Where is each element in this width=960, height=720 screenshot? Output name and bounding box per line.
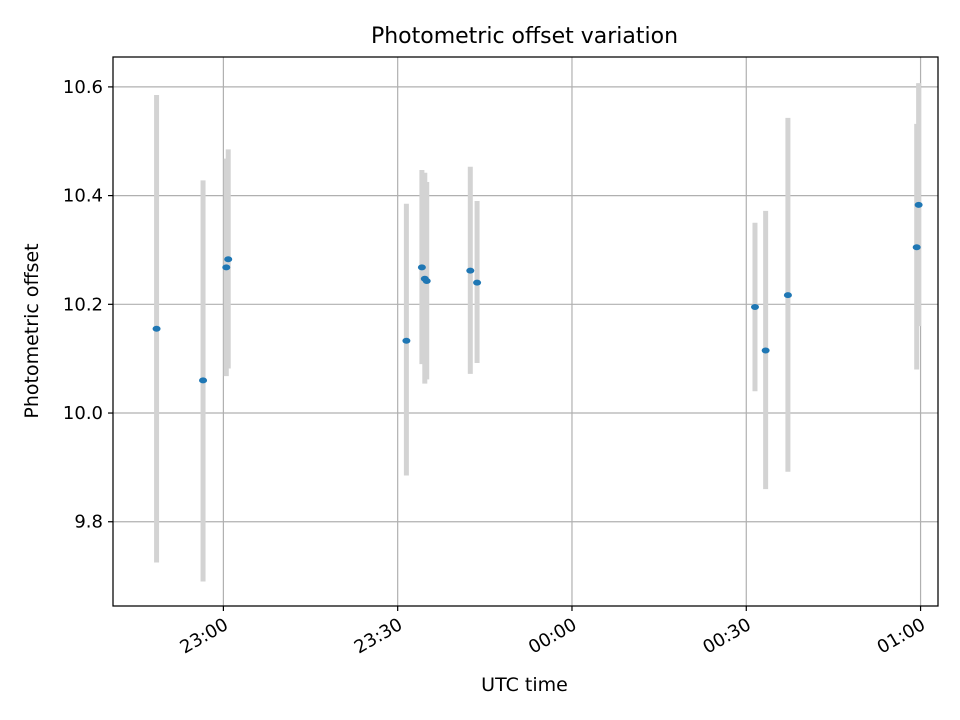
data-point (224, 256, 233, 263)
plot-frame (112, 56, 939, 607)
data-point (783, 292, 792, 299)
data-point (750, 304, 759, 311)
chart-title: Photometric offset variation (371, 24, 678, 49)
data-point (422, 277, 431, 284)
data-point (199, 377, 208, 384)
grid (113, 57, 938, 606)
data-point (417, 264, 426, 271)
data-point (914, 201, 923, 208)
x-axis-ticks: 23:00 23:30 00:00 00:30 01:00 (176, 606, 929, 658)
data-point (466, 267, 475, 274)
error-bars (154, 83, 922, 582)
y-tick-label: 9.8 (74, 512, 103, 533)
data-point (222, 264, 231, 271)
y-tick-label: 10.2 (63, 294, 103, 315)
y-axis-ticks: 9.8 10.0 10.2 10.4 10.6 (63, 77, 113, 533)
x-tick-label: 00:00 (525, 614, 580, 658)
x-tick-label: 23:00 (176, 614, 231, 658)
data-point (473, 279, 482, 286)
y-tick-label: 10.6 (63, 77, 103, 98)
x-tick-label: 01:00 (874, 614, 929, 658)
data-point (912, 244, 921, 251)
y-tick-label: 10.4 (63, 186, 103, 207)
x-tick-label: 23:30 (351, 614, 406, 658)
data-point (761, 347, 770, 354)
data-point (152, 325, 161, 332)
data-point (402, 337, 411, 344)
y-axis-label: Photometric offset (21, 243, 43, 418)
x-axis-label: UTC time (481, 674, 568, 696)
y-tick-label: 10.0 (63, 403, 103, 424)
data-points (152, 201, 923, 384)
x-tick-label: 00:30 (699, 614, 754, 658)
